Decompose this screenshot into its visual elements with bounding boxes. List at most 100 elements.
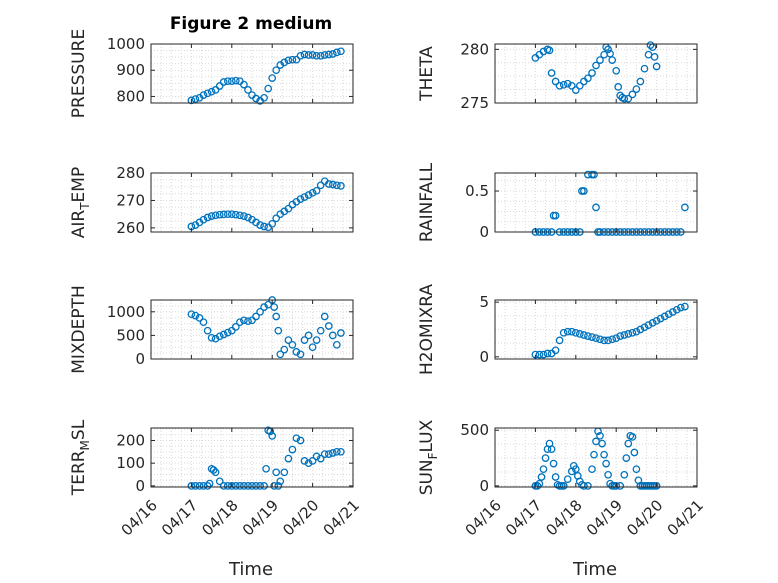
data-point xyxy=(203,213,212,222)
y-tick-label: 0.5 xyxy=(465,182,489,200)
data-point xyxy=(272,214,281,223)
data-point xyxy=(316,51,325,60)
data-point xyxy=(215,332,224,341)
figure-title: Figure 2 medium xyxy=(170,14,332,34)
y-tick-label: 0 xyxy=(135,477,145,495)
chart-panel-5: 0 500 1000 MIXDEPTH xyxy=(69,285,354,374)
y-tick-label: 500 xyxy=(116,326,145,344)
data-point xyxy=(660,312,669,321)
data-point xyxy=(620,331,629,339)
data-point xyxy=(304,51,313,59)
data-point xyxy=(652,62,661,71)
data-point xyxy=(203,482,212,490)
data-point xyxy=(324,180,333,188)
data-point xyxy=(280,58,289,67)
data-point xyxy=(195,482,204,490)
data-point xyxy=(320,312,329,321)
data-point xyxy=(219,482,228,490)
data-point xyxy=(559,80,568,89)
data-point xyxy=(624,439,633,448)
data-point xyxy=(270,303,279,311)
data-point xyxy=(312,51,321,60)
axes-frame xyxy=(150,43,354,104)
y-axis-label: THETA xyxy=(417,46,437,102)
data-point xyxy=(624,94,633,103)
data-point xyxy=(304,459,313,468)
data-point xyxy=(571,465,580,474)
data-point xyxy=(260,303,268,311)
data-point xyxy=(240,482,248,490)
data-point xyxy=(288,340,297,349)
data-point xyxy=(612,66,621,75)
data-point xyxy=(636,325,645,334)
data-point xyxy=(236,211,244,220)
data-point xyxy=(337,47,345,56)
data-point xyxy=(545,46,554,55)
data-point xyxy=(547,445,556,454)
data-point xyxy=(280,345,289,354)
data-point xyxy=(231,323,240,331)
plot-area xyxy=(495,44,697,103)
y-axis-label: AIRTEMP xyxy=(69,167,92,238)
data-point xyxy=(567,81,576,90)
data-point xyxy=(223,210,232,219)
data-point xyxy=(199,215,208,224)
data-point xyxy=(211,468,220,477)
data-point xyxy=(608,335,617,344)
y-tick-label: 1000 xyxy=(107,303,145,321)
data-point xyxy=(650,53,659,61)
data-point xyxy=(195,314,204,322)
data-point xyxy=(555,81,564,90)
data-point xyxy=(312,186,321,195)
data-point xyxy=(592,334,600,343)
data-point xyxy=(256,482,264,490)
data-point xyxy=(320,450,329,458)
data-point xyxy=(316,326,325,335)
y-tick-label: 800 xyxy=(116,87,145,105)
data-point xyxy=(203,326,212,335)
y-axis-label: MIXDEPTH xyxy=(69,285,89,374)
data-point xyxy=(580,482,588,490)
data-point xyxy=(244,317,252,326)
y-tick-label: 0 xyxy=(479,223,489,241)
data-point xyxy=(284,204,293,213)
data-point xyxy=(207,87,216,96)
data-point xyxy=(296,436,305,445)
data-point xyxy=(571,328,580,337)
data-point xyxy=(244,86,252,94)
y-tick-label: 280 xyxy=(460,40,489,58)
data-point xyxy=(308,457,317,465)
data-point xyxy=(628,328,637,337)
data-point xyxy=(332,447,341,456)
data-point xyxy=(672,305,681,314)
data-point xyxy=(227,77,236,86)
data-point xyxy=(588,465,596,474)
data-point xyxy=(288,55,297,64)
data-point xyxy=(211,334,220,343)
data-point xyxy=(296,195,305,203)
data-point xyxy=(539,350,548,359)
data-point xyxy=(620,94,629,103)
data-point xyxy=(227,482,236,490)
axes-frame xyxy=(150,299,354,360)
data-point xyxy=(612,334,621,343)
y-tick-label: 280 xyxy=(116,164,145,182)
data-point xyxy=(191,311,200,320)
y-axis-label: PRESSURE xyxy=(69,29,89,118)
data-point xyxy=(567,327,576,336)
data-point xyxy=(223,482,232,490)
data-point xyxy=(602,459,610,468)
data-point xyxy=(312,336,321,344)
data-point xyxy=(592,61,600,70)
data-point xyxy=(543,349,552,358)
data-point xyxy=(652,482,661,490)
data-point xyxy=(563,327,572,336)
data-point xyxy=(604,336,612,345)
y-tick-label: 0 xyxy=(479,348,489,366)
data-point xyxy=(256,307,264,316)
data-point xyxy=(300,193,309,201)
data-point xyxy=(328,449,337,457)
data-point xyxy=(608,56,617,64)
data-point xyxy=(236,318,244,327)
data-point xyxy=(231,210,240,219)
